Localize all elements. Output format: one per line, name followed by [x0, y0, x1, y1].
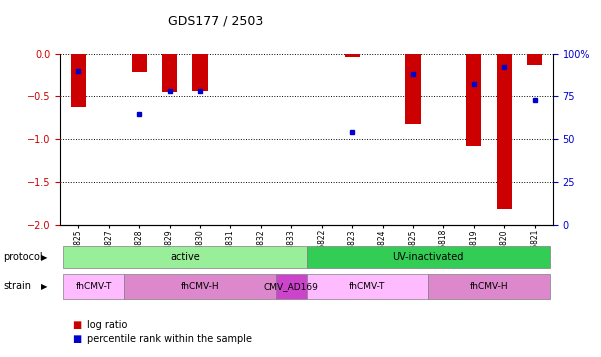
Bar [162, 54, 177, 92]
Bar [71, 54, 86, 107]
Bar [192, 54, 207, 91]
Bar [406, 54, 421, 124]
Text: fhCMV-H: fhCMV-H [181, 282, 219, 291]
Text: log ratio: log ratio [87, 320, 127, 330]
Text: ■: ■ [72, 334, 81, 344]
Text: percentile rank within the sample: percentile rank within the sample [87, 334, 252, 344]
FancyBboxPatch shape [63, 275, 124, 298]
Text: strain: strain [3, 281, 31, 292]
Text: fhCMV-H: fhCMV-H [470, 282, 508, 291]
Text: active: active [170, 252, 200, 262]
FancyBboxPatch shape [307, 246, 550, 268]
Bar [466, 54, 481, 146]
Text: UV-inactivated: UV-inactivated [392, 252, 464, 262]
Text: fhCMV-T: fhCMV-T [349, 282, 385, 291]
Bar [344, 54, 360, 57]
Bar [496, 54, 512, 210]
Text: CMV_AD169: CMV_AD169 [264, 282, 319, 291]
Text: fhCMV-T: fhCMV-T [75, 282, 112, 291]
Text: ■: ■ [72, 320, 81, 330]
FancyBboxPatch shape [307, 275, 428, 298]
Text: protocol: protocol [3, 252, 43, 262]
FancyBboxPatch shape [124, 275, 276, 298]
Text: ▶: ▶ [41, 252, 47, 262]
Bar [132, 54, 147, 72]
Bar [527, 54, 542, 65]
FancyBboxPatch shape [63, 246, 307, 268]
FancyBboxPatch shape [428, 275, 550, 298]
Text: GDS177 / 2503: GDS177 / 2503 [168, 14, 263, 27]
Text: ▶: ▶ [41, 282, 47, 291]
FancyBboxPatch shape [276, 275, 307, 298]
